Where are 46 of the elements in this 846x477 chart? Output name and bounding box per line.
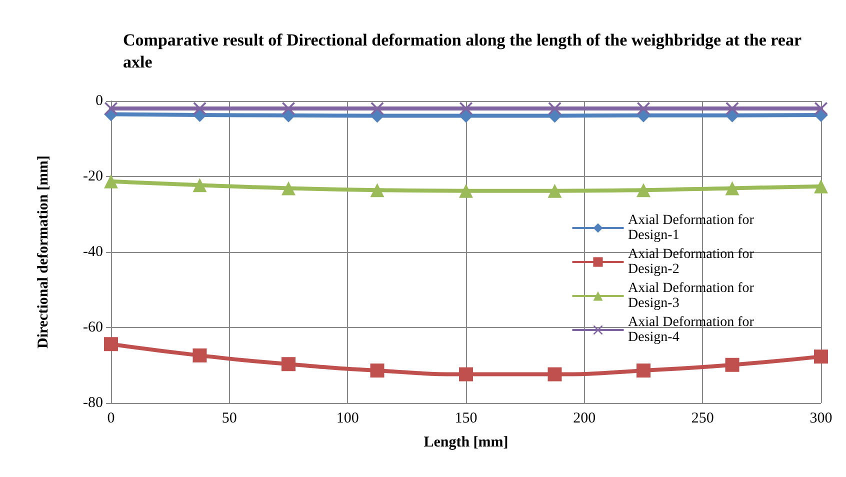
- point: [548, 184, 562, 198]
- point: [814, 350, 828, 364]
- legend-label: Axial Deformation for Design-4: [628, 315, 758, 345]
- point: [282, 181, 296, 196]
- x-tick-label: 0: [107, 410, 115, 426]
- point: [636, 183, 650, 198]
- point: [282, 357, 296, 372]
- y-tick-label: -20: [83, 168, 103, 184]
- y-tick-label: -40: [83, 244, 103, 260]
- point: [192, 178, 207, 192]
- x-tick-label: 200: [573, 410, 596, 426]
- point: [637, 102, 650, 116]
- point: [459, 367, 473, 382]
- legend-label: Axial Deformation for Design-3: [628, 281, 758, 311]
- legend-label: Axial Deformation for Design-1: [628, 213, 758, 243]
- point: [370, 364, 384, 378]
- point: [460, 102, 472, 116]
- legend-label: Axial Deformation for Design-2: [628, 247, 758, 277]
- y-axis-title: Directional deformation [mm]: [36, 155, 52, 349]
- x-tick-label: 100: [336, 410, 359, 426]
- point: [725, 181, 740, 196]
- y-tick-label: -80: [83, 395, 103, 411]
- point: [370, 102, 384, 116]
- point: [726, 102, 739, 116]
- x-axis-title: Length [mm]: [424, 434, 508, 450]
- chart-title: Comparative result of Directional deformation along the length of the weighbridge at the rear axle: [123, 30, 806, 72]
- point: [459, 184, 473, 198]
- point: [282, 102, 295, 116]
- point: [193, 102, 206, 116]
- y-tick-label: -60: [83, 320, 103, 336]
- x-tick-label: 300: [810, 410, 832, 426]
- point: [548, 367, 562, 382]
- point: [192, 348, 207, 362]
- y-tick-label: 0: [96, 93, 103, 109]
- x-tick-label: 150: [454, 410, 478, 426]
- point: [814, 179, 828, 194]
- x-tick-label: 250: [691, 410, 714, 426]
- point: [104, 174, 118, 188]
- point: [636, 364, 650, 378]
- point: [104, 337, 118, 352]
- point: [104, 102, 118, 116]
- x-tick-label: 50: [222, 410, 237, 426]
- point: [370, 183, 384, 198]
- point: [725, 358, 740, 372]
- point: [814, 102, 828, 116]
- point: [548, 102, 562, 116]
